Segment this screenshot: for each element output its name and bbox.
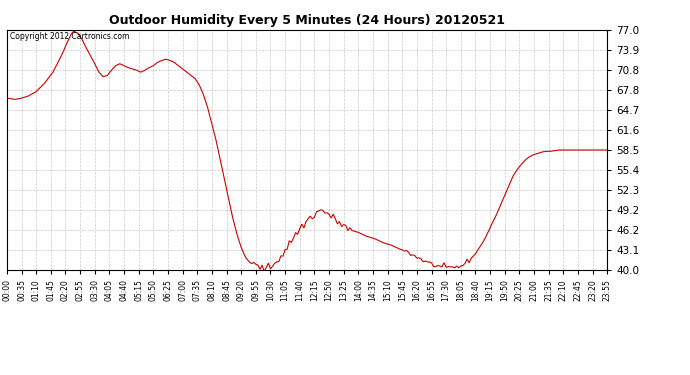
Title: Outdoor Humidity Every 5 Minutes (24 Hours) 20120521: Outdoor Humidity Every 5 Minutes (24 Hou… [109,15,505,27]
Text: Copyright 2012 Cartronics.com: Copyright 2012 Cartronics.com [10,32,129,41]
